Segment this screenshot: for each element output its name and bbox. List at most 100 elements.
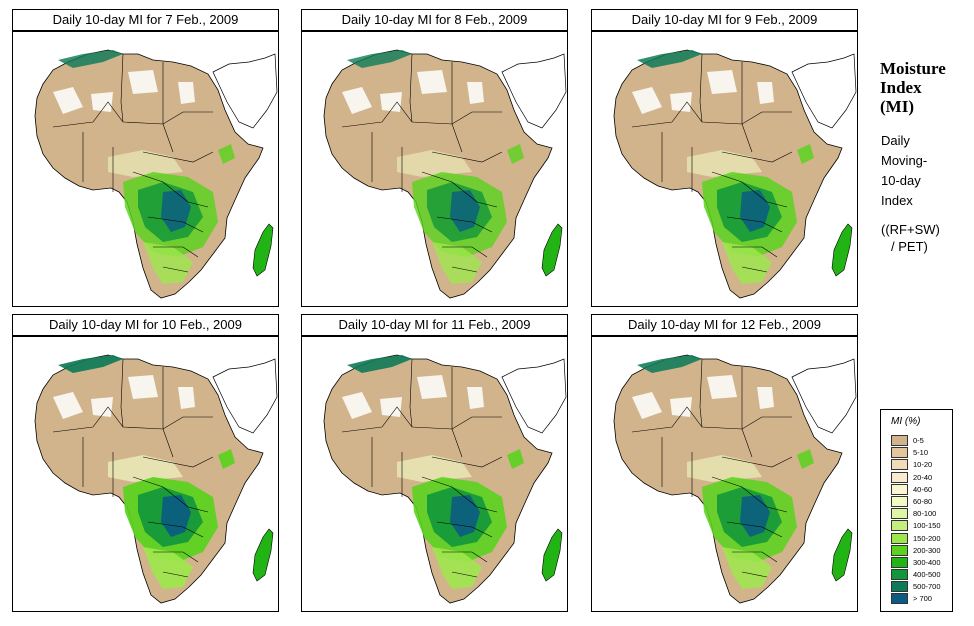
country-border: [741, 266, 768, 273]
legend-label: 20-40: [913, 472, 933, 482]
country-border: [451, 367, 463, 458]
legend-label: 10-20: [913, 460, 933, 470]
legend-swatch: [891, 471, 908, 483]
country-border: [132, 476, 209, 513]
moisture-region: [432, 547, 482, 589]
country-border: [142, 151, 214, 163]
country-border: [132, 171, 209, 208]
dry-patch: [128, 375, 158, 399]
madagascar: [541, 223, 563, 277]
dry-patch: [91, 397, 113, 417]
moisture-region: [58, 50, 123, 68]
moisture-region: [507, 144, 524, 164]
africa-map: [301, 31, 568, 307]
country-border: [442, 551, 488, 563]
legend-label: 300-400: [913, 557, 941, 567]
madagascar: [541, 528, 563, 582]
dry-patch: [670, 397, 692, 417]
country-border: [421, 171, 498, 208]
moisture-region: [218, 449, 235, 469]
country-border: [153, 551, 199, 563]
neighbouring-land: [791, 358, 857, 434]
legend-swatch: [891, 532, 908, 544]
moisture-region: [347, 355, 412, 373]
dry-patch: [417, 375, 447, 399]
description-line: Moving-: [881, 153, 928, 168]
country-border: [699, 358, 703, 428]
moisture-region: [218, 144, 235, 164]
dry-patch: [380, 397, 402, 417]
moisture-region: [722, 547, 772, 589]
country-border: [147, 216, 204, 233]
country-border: [409, 53, 413, 123]
description-line: Index: [881, 193, 913, 208]
index-title-line: (MI): [880, 97, 914, 116]
country-border: [142, 456, 214, 468]
moisture-region: [740, 495, 770, 537]
moisture-region: [58, 355, 123, 373]
moisture-region: [637, 50, 702, 68]
dry-patch: [670, 92, 692, 112]
dry-patch: [757, 387, 774, 409]
sahel-band: [687, 150, 762, 177]
legend-swatch: [891, 483, 908, 495]
panel-title: Daily 10-day MI for 12 Feb., 2009: [591, 314, 858, 336]
index-formula: ((RF+SW) / PET): [881, 221, 971, 255]
description-line: Daily: [881, 133, 910, 148]
moisture-region: [161, 190, 191, 232]
africa-map: [301, 336, 568, 612]
formula-line: ((RF+SW): [881, 222, 940, 237]
country-border: [120, 358, 124, 428]
dry-patch: [178, 387, 195, 409]
madagascar: [831, 223, 853, 277]
panel-title: Daily 10-day MI for 8 Feb., 2009: [301, 9, 568, 31]
country-border: [120, 53, 124, 123]
africa-map: [12, 31, 279, 307]
panel-title: Daily 10-day MI for 7 Feb., 2009: [12, 9, 279, 31]
dry-patch: [417, 70, 447, 94]
legend-label: 500-700: [913, 582, 941, 592]
mi-legend: MI (%) 0-5 5-10 10-20 20-40 40-60 60-80 80-100…: [880, 409, 953, 612]
country-border: [409, 358, 413, 428]
legend-swatch: [891, 544, 908, 556]
moisture-region: [637, 355, 702, 373]
legend-swatch: [891, 459, 908, 471]
country-border: [699, 53, 703, 123]
legend-label: 5-10: [913, 448, 929, 458]
dry-patch: [342, 392, 372, 419]
dry-patch: [53, 392, 83, 419]
legend-label: 40-60: [913, 484, 933, 494]
country-border: [162, 62, 174, 153]
country-border: [741, 367, 753, 458]
sahel-band: [397, 455, 472, 482]
country-border: [153, 246, 199, 258]
legend-swatch: [891, 447, 908, 459]
map-panel-6: Daily 10-day MI for 12 Feb., 2009: [591, 314, 858, 612]
moisture-region: [432, 242, 482, 284]
legend-label: 80-100: [913, 509, 937, 519]
panel-title: Daily 10-day MI for 11 Feb., 2009: [301, 314, 568, 336]
legend-swatch: [891, 520, 908, 532]
dry-patch: [178, 82, 195, 104]
madagascar: [252, 223, 274, 277]
description-line: 10-day: [881, 173, 921, 188]
neighbouring-land: [501, 358, 567, 434]
dry-patch: [380, 92, 402, 112]
dry-patch: [342, 87, 372, 114]
country-border: [732, 551, 778, 563]
legend-label: > 700: [913, 594, 932, 604]
africa-map: [591, 31, 858, 307]
dry-patch: [53, 87, 83, 114]
legend-label: 0-5: [913, 436, 924, 445]
sahel-band: [397, 150, 472, 177]
country-border: [711, 476, 788, 513]
country-border: [431, 151, 503, 163]
neighbouring-land: [212, 53, 278, 129]
moisture-region: [347, 50, 412, 68]
index-title: Moisture Index (MI): [880, 59, 970, 116]
dry-patch: [128, 70, 158, 94]
legend-swatch: [891, 495, 908, 507]
country-border: [732, 246, 778, 258]
country-border: [162, 367, 174, 458]
country-border: [162, 571, 189, 578]
